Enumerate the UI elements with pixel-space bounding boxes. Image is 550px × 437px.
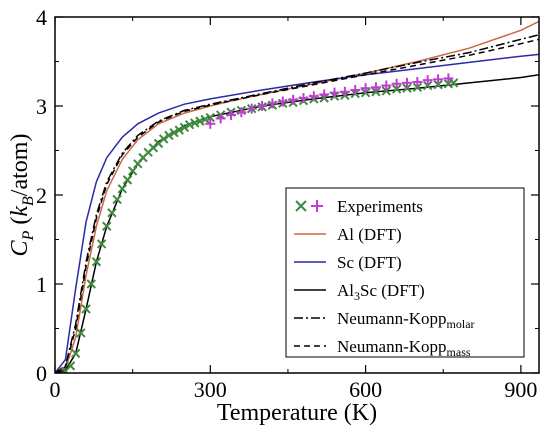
experiment-plus-marker bbox=[257, 101, 268, 111]
x-tick-label: 0 bbox=[50, 377, 61, 402]
legend-sc: Sc (DFT) bbox=[337, 253, 402, 272]
experiment-plus-marker bbox=[391, 78, 402, 89]
y-axis-title-b: B bbox=[20, 196, 37, 206]
y-tick-label: 3 bbox=[36, 94, 47, 119]
experiment-x-marker bbox=[200, 114, 210, 125]
experiment-plus-marker bbox=[319, 89, 330, 100]
experiment-x-marker bbox=[184, 119, 195, 130]
experiment-plus-marker bbox=[412, 76, 423, 87]
experiment-plus-marker bbox=[339, 86, 350, 97]
experiment-plus-marker bbox=[226, 109, 236, 120]
experiment-x-marker bbox=[391, 84, 402, 94]
x-tick-label: 600 bbox=[349, 377, 382, 402]
experiment-x-marker bbox=[102, 221, 112, 231]
experiment-x-marker bbox=[81, 304, 91, 314]
experiment-x-marker bbox=[76, 328, 86, 338]
y-tick-label: 0 bbox=[36, 361, 47, 386]
experiment-x-marker bbox=[190, 118, 200, 128]
experiment-plus-marker bbox=[215, 113, 226, 124]
experiment-plus-marker bbox=[288, 94, 299, 105]
y-axis-title-main: C bbox=[7, 239, 33, 256]
experiment-x-marker bbox=[169, 127, 179, 138]
experiment-x-marker bbox=[422, 80, 433, 91]
y-tick-label: 4 bbox=[36, 5, 47, 30]
experiment-x-marker bbox=[412, 82, 423, 93]
experiment-plus-marker bbox=[246, 103, 257, 114]
experiment-x-marker bbox=[65, 361, 76, 371]
experiment-plus-marker bbox=[381, 80, 392, 91]
x-tick-label: 900 bbox=[504, 377, 537, 402]
experiment-x-marker bbox=[117, 184, 128, 194]
legend-experiments: Experiments bbox=[337, 197, 423, 216]
experiment-plus-marker bbox=[236, 107, 247, 118]
y-tick-label: 2 bbox=[36, 183, 47, 208]
legend-al: Al (DFT) bbox=[337, 225, 402, 244]
legend-al3sc: Al3Sc (DFT) bbox=[337, 281, 425, 303]
experiment-plus-marker bbox=[277, 96, 288, 107]
experiment-x-marker bbox=[402, 83, 412, 93]
experiment-x-marker bbox=[107, 208, 117, 218]
experiment-x-marker bbox=[96, 239, 107, 249]
experiment-plus-marker bbox=[298, 92, 309, 103]
series-line-1 bbox=[55, 53, 539, 373]
experiment-plus-marker bbox=[308, 91, 319, 102]
experiment-x-marker bbox=[174, 125, 184, 135]
experiment-x-marker bbox=[195, 116, 205, 126]
legend-marker-plus bbox=[311, 200, 323, 212]
experiment-plus-marker bbox=[402, 77, 412, 88]
axis-ticks: 0 300 600 900 0 1 2 3 4 bbox=[36, 5, 539, 402]
y-axis-title-rest: /atom) bbox=[7, 134, 33, 197]
legend-nk-molar: Neumann-Koppmolar bbox=[337, 309, 475, 331]
experiment-plus-marker bbox=[370, 82, 381, 93]
experiment-x-marker bbox=[164, 130, 174, 141]
experiment-x-marker bbox=[91, 257, 102, 267]
y-axis-title-k: k bbox=[7, 206, 33, 217]
experiment-x-marker bbox=[112, 194, 122, 205]
y-tick-label: 1 bbox=[36, 272, 47, 297]
experiment-plus-marker bbox=[205, 118, 216, 129]
series-line-4 bbox=[55, 38, 539, 373]
y-axis-title: CP (kB/atom) bbox=[7, 134, 37, 257]
y-axis-title-sub: P bbox=[20, 230, 37, 241]
experiment-markers bbox=[60, 73, 459, 373]
legend-marker-x bbox=[295, 200, 307, 212]
experiment-plus-marker bbox=[433, 74, 444, 85]
legend-box bbox=[285, 187, 525, 358]
experiment-plus-marker bbox=[360, 83, 371, 94]
experiment-x-marker bbox=[205, 112, 216, 123]
experiment-x-marker bbox=[381, 86, 392, 96]
y-axis-title-open: ( bbox=[7, 217, 33, 231]
experiment-x-marker bbox=[122, 175, 133, 185]
series-line-0 bbox=[55, 20, 539, 373]
series-line-3 bbox=[55, 34, 539, 373]
experiment-plus-marker bbox=[329, 87, 340, 98]
experiment-x-marker bbox=[179, 122, 190, 133]
experiment-plus-marker bbox=[443, 73, 454, 84]
experiment-x-marker bbox=[86, 279, 96, 289]
experiment-plus-marker bbox=[422, 75, 433, 86]
experiment-x-marker bbox=[127, 166, 138, 176]
experiment-plus-marker bbox=[350, 84, 361, 95]
experiment-plus-marker bbox=[267, 98, 278, 109]
x-axis-title: Temperature (K) bbox=[217, 400, 377, 426]
experiment-x-marker bbox=[448, 78, 459, 88]
experiment-x-marker bbox=[433, 79, 443, 90]
legend-nk-mass: Neumann-Koppmass bbox=[337, 337, 471, 359]
experiment-x-marker bbox=[158, 134, 169, 144]
experiment-x-marker bbox=[70, 348, 81, 359]
x-tick-label: 300 bbox=[194, 377, 227, 402]
legend: Experiments Al (DFT) Sc (DFT) Al3Sc (DFT… bbox=[285, 187, 525, 359]
